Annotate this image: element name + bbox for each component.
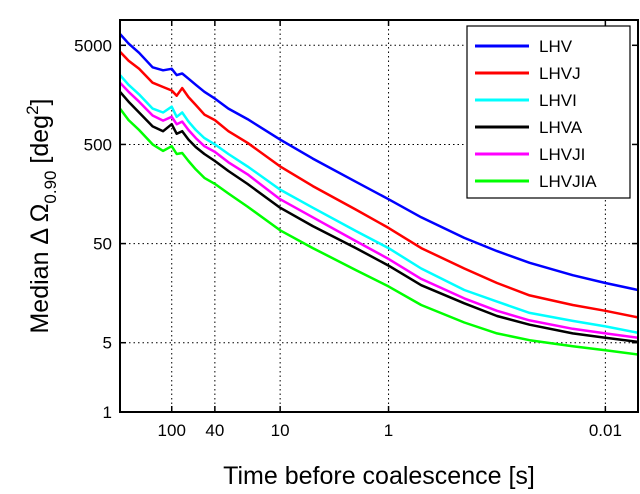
- x-tick-label: 0.01: [589, 421, 622, 440]
- x-tick-label: 1: [384, 421, 393, 440]
- y-tick-label: 5: [103, 334, 112, 353]
- plot-frame: [119, 19, 639, 413]
- y-axis-label: Median Δ Ω0.90 [deg2]: [23, 98, 60, 333]
- legend-entry-label: LHV: [539, 37, 573, 56]
- y-axis-label-sub: 0.90: [41, 171, 60, 204]
- y-axis-label-sup: 2: [23, 105, 42, 114]
- y-tick-label: 500: [84, 135, 112, 154]
- x-tick-label: 10: [271, 421, 290, 440]
- legend-entry-label: LHVJ: [539, 64, 581, 83]
- y-tick-label: 1: [103, 403, 112, 422]
- axis-ticks: 100 40 10 1 0.01 1 5 50 500 5000: [74, 20, 638, 440]
- legend: LHV LHVJ LHVI LHVA LHVJI LHVJIA: [466, 25, 631, 199]
- series-line-lhvjia: [118, 107, 639, 356]
- legend-box: [466, 25, 631, 199]
- x-tick-label: 40: [205, 421, 224, 440]
- x-tick-label: 100: [158, 421, 186, 440]
- legend-entry-label: LHVA: [539, 118, 583, 137]
- y-axis-label-unit-pre: [deg: [26, 115, 54, 171]
- legend-entry-label: LHVJI: [539, 145, 585, 164]
- y-axis-label-unit-post: ]: [26, 98, 54, 105]
- series-lines: [118, 33, 639, 356]
- legend-entry-label: LHVJIA: [539, 172, 597, 191]
- series-line-lhvj: [119, 50, 639, 319]
- series-line-lhvji: [119, 81, 639, 340]
- y-tick-label: 50: [93, 235, 112, 254]
- x-axis-label: Time before coalescence [s]: [223, 462, 535, 490]
- y-tick-label: 5000: [74, 36, 112, 55]
- legend-entry-label: LHVI: [539, 91, 577, 110]
- series-line-lhva: [119, 90, 639, 344]
- series-line-lhvi: [119, 74, 639, 335]
- y-axis-label-main: Median Δ Ω: [26, 204, 54, 334]
- series-line-lhv: [119, 33, 639, 292]
